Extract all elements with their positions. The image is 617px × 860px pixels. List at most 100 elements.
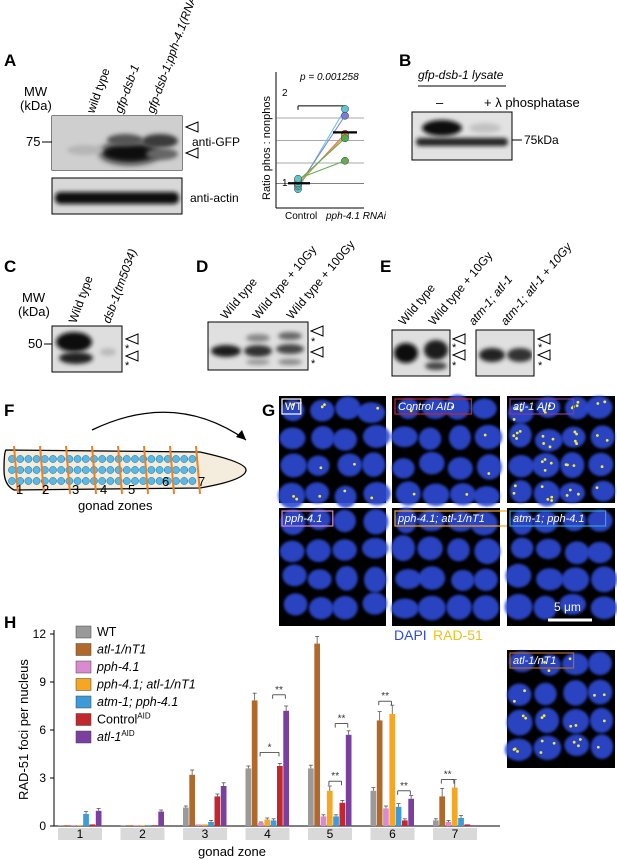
h-ytick-label: 3	[39, 771, 46, 785]
nucleus	[504, 738, 533, 761]
gonad-nucleus	[24, 477, 33, 485]
micrograph-tile: Control AID	[391, 394, 503, 507]
gonad-nucleus	[122, 466, 131, 474]
bar-atl1AID-zone6	[408, 798, 414, 826]
legend-label: pph-4.1	[96, 660, 139, 674]
c-lane-dsb1: dsb-1(tm5034)	[100, 247, 140, 325]
rad51-focus	[540, 460, 544, 464]
bar-pph41-zone6	[383, 808, 389, 826]
ratio-pair-line	[297, 137, 346, 182]
gonad-nucleus	[172, 466, 180, 474]
panel-g: G WT Control AID atl-1 AID pph-4.1 pph-4.1; …	[262, 394, 617, 768]
nucleus	[533, 480, 560, 507]
rad51-focus	[596, 402, 600, 405]
tile-label: atl-1/nT1	[513, 655, 556, 667]
nucleus	[419, 451, 445, 475]
gonad-nucleus	[32, 477, 41, 485]
rad51-focus	[543, 458, 547, 461]
bar-pph41_atl1-zone4	[264, 819, 271, 826]
nucleus	[334, 485, 357, 508]
nucleus	[283, 593, 308, 616]
nucleus	[536, 538, 562, 560]
rad51-focus	[513, 484, 517, 488]
zone-boundary	[39, 445, 45, 495]
rad51-focus	[514, 407, 518, 411]
nucleus	[473, 486, 500, 507]
legend-swatch	[75, 643, 92, 656]
lane-minus: –	[436, 95, 444, 110]
nucleus	[280, 509, 306, 536]
nucleus	[590, 596, 617, 620]
rad51-focus	[483, 433, 487, 437]
zone-band	[245, 828, 290, 840]
micrograph-tile: pph-4.1	[279, 508, 389, 626]
rad51-focus	[572, 464, 576, 468]
nucleus	[395, 507, 418, 534]
rad51-focus	[451, 405, 454, 409]
micrograph-tile: atl-1/nT1	[504, 650, 615, 768]
nucleus	[587, 679, 613, 705]
rad51-focus	[566, 463, 569, 467]
bar-atl1nT1-zone5	[314, 643, 320, 826]
rad51-focus	[370, 496, 374, 500]
bar-atm1_pph41-zone7	[458, 818, 464, 826]
bar-atm1_pph41-zone1	[83, 814, 89, 826]
nucleus	[588, 651, 612, 676]
legend-swatch	[75, 713, 92, 726]
gonad-nucleus	[163, 466, 172, 474]
rad51-focus	[575, 442, 578, 445]
nucleus	[508, 651, 536, 673]
nucleus	[562, 709, 590, 734]
bar-pph41-zone2	[133, 825, 139, 826]
nucleus	[534, 429, 563, 452]
e-arrowhead-upper-left	[451, 333, 466, 345]
nucleus	[418, 427, 442, 450]
panel-c: C MW (kDa) 50 Wild type dsb-1(tm5034) * …	[4, 247, 140, 373]
bar-pph41_atl1-zone6	[389, 714, 396, 826]
rad51-focus	[521, 714, 525, 718]
tile-label-frame	[394, 398, 473, 415]
rad51-focus	[572, 740, 576, 744]
nucleus	[587, 509, 613, 532]
zone-band	[58, 828, 102, 840]
nucleus	[391, 598, 419, 619]
gonad-nucleus	[131, 466, 139, 474]
rad51-focus	[512, 491, 516, 495]
rad51-focus	[318, 494, 322, 498]
gonad-nucleus	[98, 466, 107, 474]
nucleus	[507, 683, 532, 706]
bar-controlAID-zone6	[402, 820, 408, 826]
gonad-nucleus	[147, 477, 156, 485]
h-xtick-label: 2	[139, 827, 146, 841]
nucleus	[362, 592, 388, 615]
rad51-focus	[575, 404, 579, 408]
bar-atl1nT1-zone2	[126, 825, 133, 826]
nucleus	[533, 510, 559, 533]
tile-label-frame	[509, 398, 575, 415]
zone-label-1: 1	[16, 482, 23, 497]
ratio-xtick-control: Control	[285, 211, 317, 222]
rad51-focus	[542, 409, 546, 412]
bar-atl1AID-zone5	[345, 734, 352, 826]
nucleus	[533, 735, 562, 761]
legend-label: ControlAID	[97, 712, 151, 727]
gonad-nucleus	[180, 477, 189, 485]
legend-swatch	[75, 695, 92, 709]
nucleus	[449, 483, 476, 506]
rad51-focus	[595, 434, 599, 437]
rad51-focus	[540, 716, 544, 720]
c-arrowhead-upper	[124, 333, 139, 345]
zone-band	[183, 828, 227, 840]
bar-atm1_pph41-zone3	[208, 822, 214, 826]
h-xtick-label: 6	[389, 827, 396, 841]
rad51-focus	[575, 432, 578, 436]
blot-e-left	[391, 329, 451, 377]
blot-anti-actin	[51, 177, 183, 215]
d-asterisk-2: *	[311, 358, 316, 370]
nucleus	[448, 425, 471, 450]
nucleus	[361, 537, 389, 559]
blot-b	[411, 111, 513, 161]
rad51-focus	[353, 462, 356, 466]
nucleus	[391, 535, 415, 562]
gonad-nucleus	[24, 466, 33, 474]
